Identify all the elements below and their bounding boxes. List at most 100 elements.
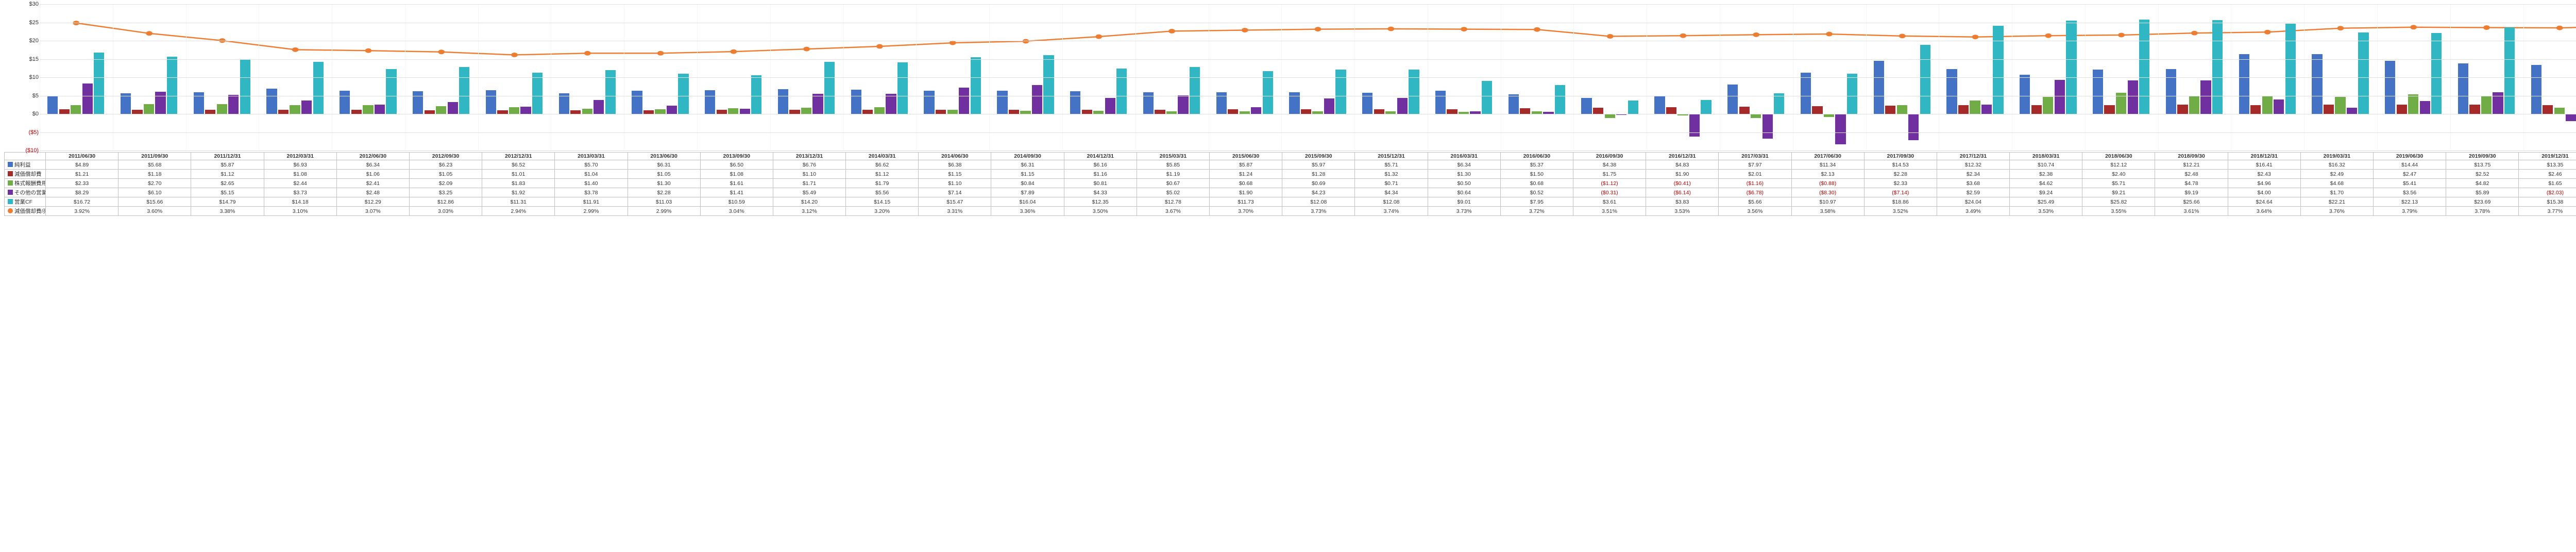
data-cell: $1.28 — [1282, 170, 1355, 179]
data-cell: $6.38 — [919, 160, 991, 170]
net_income-bar — [705, 90, 715, 114]
other_ops-bar — [1908, 114, 1919, 140]
net_income-bar — [1581, 98, 1591, 114]
operating_cf-bar — [1774, 93, 1784, 114]
stock_comp-bar — [363, 105, 373, 114]
operating_cf-bar — [1335, 70, 1346, 114]
data-cell: $25.49 — [2010, 197, 2082, 207]
stock_comp-bar — [2043, 97, 2053, 114]
data-cell: $5.15 — [191, 188, 264, 197]
depreciation-bar — [1739, 107, 1750, 114]
other_ops-bar — [959, 88, 969, 114]
data-cell: $11.34 — [1791, 160, 1864, 170]
operating_cf-bar — [240, 60, 250, 114]
data-cell: $6.76 — [773, 160, 845, 170]
depreciation-bar — [1958, 105, 1969, 114]
depreciation-bar — [1666, 107, 1676, 114]
data-cell: $4.89 — [46, 160, 118, 170]
depreciation-bar — [205, 110, 215, 114]
data-cell: $3.78 — [555, 188, 628, 197]
data-cell: $5.49 — [773, 188, 845, 197]
net_income-bar — [2385, 61, 2395, 114]
other_ops-bar — [1397, 98, 1408, 114]
data-cell: $5.87 — [191, 160, 264, 170]
other_ops-bar — [812, 94, 823, 114]
data-cell: $0.71 — [1355, 179, 1428, 188]
data-cell: $0.84 — [991, 179, 1064, 188]
data-cell: $6.52 — [482, 160, 555, 170]
stock_comp-bar — [2189, 96, 2199, 114]
depreciation-bar — [717, 110, 727, 114]
data-cell: $12.12 — [2082, 160, 2155, 170]
other_ops-bar — [2274, 99, 2284, 114]
data-cell: $2.49 — [2300, 170, 2373, 179]
data-cell: $4.00 — [2228, 188, 2300, 197]
depreciation-bar — [570, 110, 581, 114]
data-cell: $13.35 — [2519, 160, 2576, 170]
data-cell: $5.97 — [1282, 160, 1355, 170]
data-cell: $2.34 — [1937, 170, 2009, 179]
other_ops-bar — [301, 101, 312, 114]
data-cell: $2.28 — [628, 188, 700, 197]
operating_cf-bar — [971, 57, 981, 114]
data-cell: $5.70 — [555, 160, 628, 170]
operating_cf-bar — [532, 73, 543, 114]
data-cell: $1.19 — [1137, 170, 1209, 179]
operating_cf-bar — [1482, 81, 1492, 114]
depreciation-bar — [1301, 109, 1311, 114]
data-cell: 3.64% — [2228, 207, 2300, 216]
stock_comp-bar — [509, 107, 519, 114]
net_income-bar — [413, 91, 423, 114]
data-cell: ($0.88) — [1791, 179, 1864, 188]
net_income-bar — [1509, 94, 1519, 114]
data-cell: $1.15 — [991, 170, 1064, 179]
data-cell: $5.71 — [1355, 160, 1428, 170]
data-cell: $4.68 — [2300, 179, 2373, 188]
period-header-cell: 2013/06/30 — [628, 153, 700, 160]
data-cell: 2.94% — [482, 207, 555, 216]
operating_cf-bar — [1920, 45, 1930, 114]
data-cell: $11.91 — [555, 197, 628, 207]
data-cell: $3.25 — [409, 188, 482, 197]
data-cell: $6.34 — [336, 160, 409, 170]
data-cell: $1.04 — [555, 170, 628, 179]
operating_cf-bar — [2431, 33, 2442, 114]
net_income-bar — [47, 96, 58, 114]
period-header-row: 2011/06/302011/09/302011/12/312012/03/31… — [5, 153, 2576, 160]
y-left-tick-label: $30 — [14, 1, 39, 7]
depreciation-bar — [278, 110, 289, 114]
data-cell: $22.21 — [2300, 197, 2373, 207]
data-cell: $1.10 — [773, 170, 845, 179]
data-cell: $6.31 — [628, 160, 700, 170]
data-cell: $4.83 — [1646, 160, 1719, 170]
data-cell: $3.56 — [2374, 188, 2446, 197]
other_ops-bar — [1981, 105, 1992, 114]
data-cell: $15.38 — [2519, 197, 2576, 207]
depreciation-bar — [789, 110, 800, 114]
period-header-cell: 2014/06/30 — [919, 153, 991, 160]
y-left-tick-label: $5 — [14, 93, 39, 99]
data-cell: 3.03% — [409, 207, 482, 216]
y-left-tick-label: $10 — [14, 74, 39, 80]
data-cell: $4.82 — [2446, 179, 2519, 188]
period-header-cell: 2015/03/31 — [1137, 153, 1209, 160]
data-cell: $1.06 — [336, 170, 409, 179]
period-header-cell: 2018/12/31 — [2228, 153, 2300, 160]
operating_cf-bar — [1409, 70, 1419, 114]
data-cell: $9.19 — [2155, 188, 2228, 197]
data-cell: $1.01 — [482, 170, 555, 179]
net_income-bar — [778, 89, 788, 114]
stock_comp-bar — [1897, 105, 1907, 114]
stock_comp-bar — [947, 110, 958, 114]
data-cell: 3.78% — [2446, 207, 2519, 216]
data-cell: $16.72 — [46, 197, 118, 207]
operating_cf-bar — [2358, 32, 2368, 114]
chart-plot-area: (単位：十億USD) ($10)($5)$0$5$10$15$20$25$300… — [40, 4, 2576, 151]
data-cell: $16.32 — [2300, 160, 2373, 170]
net_income-bar — [1946, 69, 1957, 114]
data-cell: $2.43 — [2228, 170, 2300, 179]
stock_comp-bar — [801, 108, 811, 114]
stock_comp-bar — [2554, 108, 2565, 114]
data-cell: ($7.14) — [1864, 188, 1937, 197]
period-header-cell: 2016/03/31 — [1428, 153, 1500, 160]
